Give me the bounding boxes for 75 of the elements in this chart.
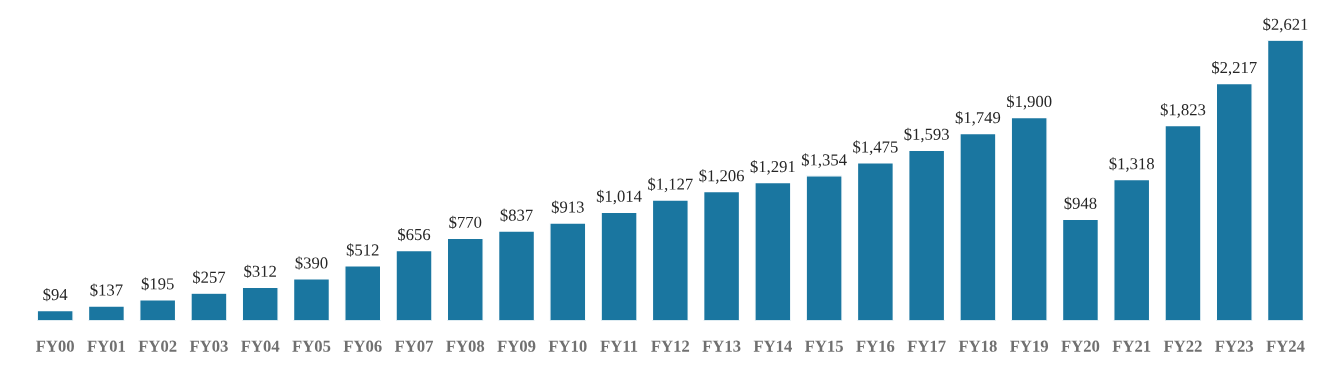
x-tick-label: FY05 bbox=[292, 340, 331, 352]
data-label: $195 bbox=[141, 277, 174, 291]
bar bbox=[856, 162, 895, 321]
bar bbox=[36, 309, 74, 321]
data-label: $1,354 bbox=[801, 153, 847, 168]
x-tick-label: FY23 bbox=[1215, 340, 1254, 352]
data-label: $1,475 bbox=[853, 140, 898, 155]
bar bbox=[1061, 218, 1100, 321]
data-label: $1,014 bbox=[596, 189, 642, 205]
bar bbox=[1010, 116, 1048, 321]
data-label: $1,749 bbox=[955, 111, 1001, 126]
bar bbox=[1113, 178, 1151, 321]
data-label: $1,127 bbox=[648, 177, 693, 193]
x-tick-label: FY01 bbox=[87, 340, 125, 352]
data-label: $1,318 bbox=[1109, 157, 1154, 172]
x-tick-label: FY14 bbox=[753, 340, 792, 352]
data-label: $94 bbox=[43, 288, 68, 302]
bar bbox=[805, 175, 843, 321]
x-tick-label: FY00 bbox=[36, 340, 74, 352]
data-label: $257 bbox=[193, 270, 226, 284]
x-tick-label: FY02 bbox=[138, 340, 177, 352]
x-tick-label: FY06 bbox=[343, 340, 382, 352]
x-tick-label: FY20 bbox=[1061, 340, 1100, 352]
bar bbox=[702, 190, 741, 321]
x-tick-label: FY08 bbox=[446, 340, 485, 352]
bar bbox=[1266, 40, 1305, 321]
bar bbox=[292, 278, 331, 321]
x-tick-label: FY12 bbox=[651, 340, 690, 352]
data-label: $1,593 bbox=[904, 127, 949, 143]
bar bbox=[190, 292, 228, 321]
x-tick-label: FY07 bbox=[394, 340, 434, 352]
x-tick-label: FY17 bbox=[907, 340, 946, 352]
bar bbox=[754, 181, 792, 321]
bar bbox=[87, 305, 126, 321]
bar bbox=[651, 199, 689, 321]
data-label: $1,823 bbox=[1160, 103, 1206, 118]
bar bbox=[1164, 124, 1202, 321]
data-label: $2,217 bbox=[1212, 60, 1257, 76]
bar bbox=[344, 265, 382, 321]
data-label: $913 bbox=[551, 200, 584, 214]
x-tick-label: FY21 bbox=[1112, 340, 1151, 352]
data-label: $137 bbox=[90, 283, 123, 297]
data-label: $390 bbox=[295, 256, 328, 270]
bar bbox=[395, 249, 433, 321]
data-label: $1,291 bbox=[750, 160, 795, 175]
bar bbox=[600, 211, 638, 321]
data-label: $1,206 bbox=[699, 169, 745, 184]
x-tick-label: FY03 bbox=[189, 340, 228, 352]
x-tick-label: FY19 bbox=[1010, 340, 1049, 352]
x-tick-label: FY16 bbox=[856, 340, 895, 352]
data-label: $837 bbox=[500, 208, 533, 222]
bar bbox=[497, 230, 536, 321]
data-label: $656 bbox=[398, 227, 431, 242]
x-tick-label: FY11 bbox=[600, 340, 638, 352]
bar bbox=[959, 132, 997, 321]
data-label: $948 bbox=[1064, 196, 1097, 211]
bar bbox=[446, 237, 484, 321]
bar bbox=[1215, 82, 1253, 321]
bar bbox=[139, 299, 177, 321]
x-tick-label: FY24 bbox=[1266, 340, 1305, 352]
x-tick-label: FY09 bbox=[497, 340, 536, 352]
x-tick-label: FY18 bbox=[958, 340, 997, 352]
data-label: $312 bbox=[244, 264, 276, 279]
data-label: $512 bbox=[346, 243, 379, 257]
x-tick-label: FY10 bbox=[548, 340, 587, 352]
x-tick-label: FY13 bbox=[702, 340, 741, 352]
bar bbox=[549, 222, 587, 321]
x-tick-label: FY04 bbox=[241, 340, 280, 352]
x-tick-label: FY15 bbox=[804, 340, 843, 352]
bar bbox=[908, 149, 946, 321]
data-label: $1,900 bbox=[1006, 94, 1052, 110]
data-label: $2,621 bbox=[1263, 17, 1308, 33]
x-tick-label: FY22 bbox=[1163, 340, 1202, 352]
bar bbox=[241, 286, 279, 321]
data-label: $770 bbox=[449, 215, 482, 230]
